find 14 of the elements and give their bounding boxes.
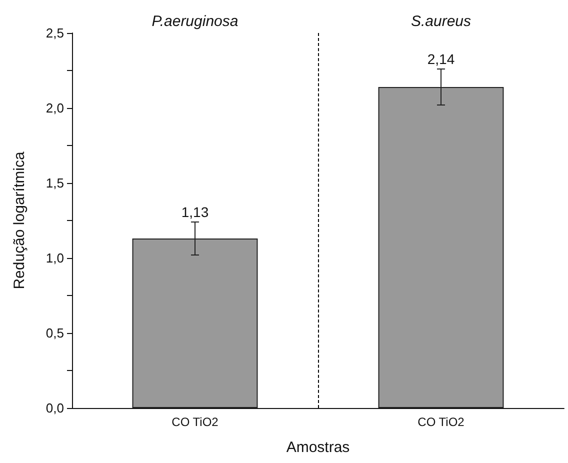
text: P.aeruginosa [152, 13, 238, 30]
x-tick-label: CO TiO2 [418, 415, 465, 429]
y-tick-label: 0,5 [46, 326, 64, 340]
data-label: 1,13 [181, 204, 209, 220]
y-tick-label: 2,0 [46, 100, 64, 116]
y-tick-label: 1,0 [46, 250, 64, 266]
y-tick-label: 1,5 [46, 176, 64, 190]
y-axis-title: Redução logarítmica [11, 151, 28, 290]
y-tick-label: 0,0 [46, 400, 64, 416]
x-tick-label: CO TiO2 [172, 415, 219, 429]
x-axis-title: Amostras [286, 439, 350, 456]
text: S.aureus [410, 13, 472, 30]
y-tick-label: 2,5 [46, 26, 64, 40]
data-label: 2,14 [427, 51, 455, 67]
